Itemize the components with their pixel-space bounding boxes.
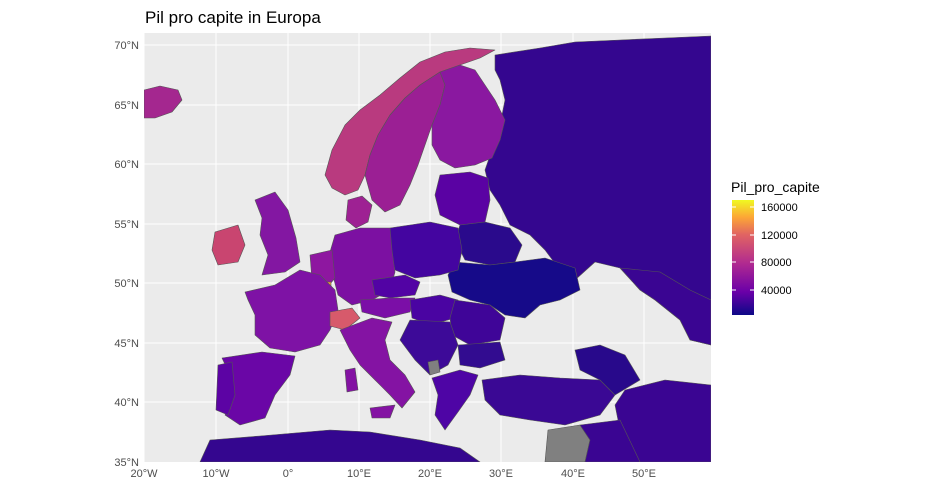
country-portugal	[215, 361, 236, 416]
legend-label: 160000	[761, 202, 798, 214]
legend-label: 120000	[761, 230, 798, 242]
y-tick-label: 60°N	[114, 159, 139, 171]
country-north-africa	[199, 429, 481, 462]
country-czechia	[371, 274, 421, 299]
legend: Pil_pro_capite 160000 120000 80000 40000	[731, 179, 820, 315]
x-tick-label: 0°	[283, 468, 294, 480]
x-tick-label: 30°E	[489, 468, 513, 480]
country-ukraine	[447, 257, 581, 319]
country-denmark	[345, 195, 373, 229]
x-axis: 20°W 10°W 0° 10°E 20°E 30°E 40°E 50°E	[130, 468, 656, 480]
x-tick-label: 40°E	[561, 468, 585, 480]
legend-color-bar	[732, 200, 754, 315]
y-tick-label: 55°N	[114, 219, 139, 231]
country-kazakhstan	[619, 267, 711, 346]
y-tick-label: 35°N	[114, 457, 139, 469]
country-uk	[254, 191, 301, 276]
y-tick-label: 70°N	[114, 40, 139, 52]
country-austria	[359, 297, 416, 319]
legend-title: Pil_pro_capite	[731, 179, 820, 195]
x-tick-label: 10°W	[202, 468, 230, 480]
y-tick-label: 65°N	[114, 100, 139, 112]
country-sardinia	[344, 367, 359, 393]
y-tick-label: 50°N	[114, 278, 139, 290]
country-italy	[339, 317, 416, 409]
y-axis: 70°N 65°N 60°N 55°N 50°N 45°N 40°N 35°N	[114, 40, 139, 469]
x-tick-label: 10°E	[347, 468, 371, 480]
country-iceland	[144, 85, 183, 119]
country-romania	[449, 299, 506, 346]
x-tick-label: 50°E	[632, 468, 656, 480]
country-bulgaria	[457, 341, 506, 369]
country-switzerland	[329, 307, 361, 331]
y-tick-label: 45°N	[114, 338, 139, 350]
chart-title: Pil pro capite in Europa	[145, 8, 321, 27]
country-turkey	[481, 374, 616, 426]
country-syria-nodata	[544, 424, 591, 462]
country-finland	[431, 64, 506, 169]
country-france	[244, 269, 339, 353]
legend-label: 40000	[761, 285, 792, 297]
country-ireland	[211, 224, 246, 266]
country-caucasus	[574, 344, 641, 396]
y-tick-label: 40°N	[114, 397, 139, 409]
x-tick-label: 20°W	[130, 468, 158, 480]
country-iran	[614, 379, 711, 462]
legend-label: 80000	[761, 257, 792, 269]
x-tick-label: 20°E	[418, 468, 442, 480]
country-sicily	[369, 404, 396, 419]
country-poland	[389, 221, 463, 279]
country-kosovo-nodata	[427, 359, 441, 376]
country-iraq	[579, 419, 641, 462]
country-greece	[431, 369, 479, 431]
